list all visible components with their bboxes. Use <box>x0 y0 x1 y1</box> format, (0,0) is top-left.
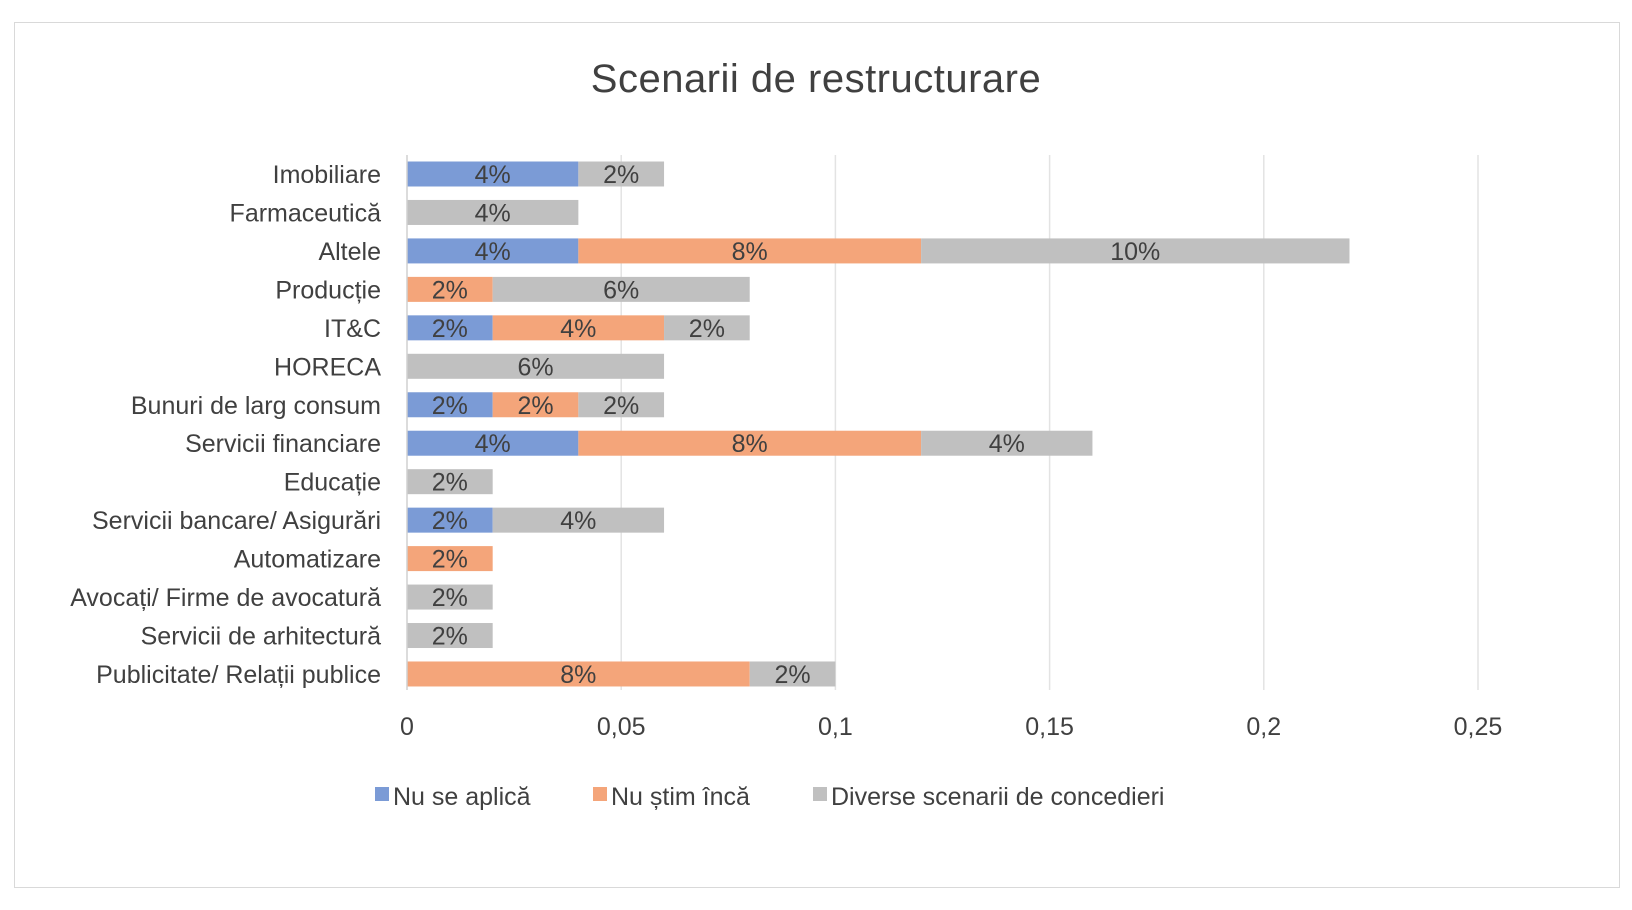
bar-segment <box>407 276 493 302</box>
bar-segment <box>407 199 579 225</box>
bar-segment <box>407 238 579 264</box>
data-label: 2% <box>432 276 468 304</box>
data-label: 6% <box>603 276 639 304</box>
data-label: 2% <box>774 661 810 689</box>
data-label: 2% <box>432 584 468 612</box>
bar-segment <box>492 276 750 302</box>
category-label: Avocați/ Firme de avocatură <box>70 584 381 612</box>
bar-segment <box>578 161 665 187</box>
data-label: 4% <box>560 507 596 535</box>
bar-segment <box>407 469 493 495</box>
x-tick-label: 0,2 <box>1246 713 1281 741</box>
x-tick-label: 0,1 <box>818 713 853 741</box>
category-label: Bunuri de larg consum <box>131 392 381 420</box>
data-label: 2% <box>689 315 725 343</box>
bar-segment <box>407 661 750 687</box>
data-label: 6% <box>517 353 553 381</box>
data-label: 2% <box>603 161 639 189</box>
legend-entry: Nu se aplică <box>393 783 531 811</box>
bar-segment <box>921 430 1093 456</box>
data-label: 2% <box>603 392 639 420</box>
bar-segment <box>578 430 922 456</box>
data-label: 2% <box>432 623 468 651</box>
data-label: 4% <box>475 430 511 458</box>
category-label: Producție <box>275 276 381 304</box>
data-label: 4% <box>475 199 511 227</box>
data-label: 4% <box>475 238 511 266</box>
data-label: 10% <box>1110 238 1160 266</box>
category-label: Servicii financiare <box>185 430 381 458</box>
x-tick-label: 0 <box>400 713 414 741</box>
bar-segment <box>407 353 665 379</box>
bar-segment <box>407 584 493 610</box>
bar-segment <box>492 507 665 533</box>
category-label: Altele <box>318 238 381 266</box>
legend-swatch <box>375 787 389 801</box>
bar-segment <box>578 238 922 264</box>
bar-segment <box>749 661 836 687</box>
bar-segment <box>492 315 665 341</box>
data-label: 2% <box>432 315 468 343</box>
category-label: Educație <box>284 469 381 497</box>
data-label: 2% <box>432 507 468 535</box>
x-tick-label: 0,15 <box>1025 713 1074 741</box>
category-label: HORECA <box>274 353 381 381</box>
data-label: 2% <box>432 469 468 497</box>
bar-segment <box>407 623 493 649</box>
legend-swatch <box>813 787 827 801</box>
axes: 0 0,05 0,1 0,15 0,2 0,25 Imobiliare Farmaceutic… <box>70 155 1502 741</box>
legend-entry: Nu știm încă <box>611 783 750 811</box>
bar-segment <box>921 238 1350 264</box>
bar-segment <box>407 507 493 533</box>
legend-entry: Diverse scenarii de concedieri <box>831 783 1164 811</box>
bars: 4% 2%4%4% 8% 10%2% 6%2% 4% 2%6%2% 2% 2%4% 8% 4%2%2… <box>407 161 1350 689</box>
bar-segment <box>492 392 579 418</box>
bar-segment <box>407 315 493 341</box>
data-label: 2% <box>517 392 553 420</box>
x-tick-label: 0,05 <box>597 713 646 741</box>
data-label: 8% <box>732 238 768 266</box>
data-label: 4% <box>475 161 511 189</box>
legend: Nu se aplică Nu știm încă Diverse scenarii… <box>375 783 1164 811</box>
data-label: 8% <box>732 430 768 458</box>
category-label: Imobiliare <box>273 161 381 189</box>
bar-segment <box>407 161 579 187</box>
data-label: 4% <box>989 430 1025 458</box>
data-label: 2% <box>432 392 468 420</box>
category-label: Publicitate/ Relații publice <box>96 661 381 689</box>
bar-segment <box>407 546 493 572</box>
data-label: 4% <box>560 315 596 343</box>
bar-segment <box>664 315 750 341</box>
chart-title: Scenarii de restructurare <box>590 57 1042 101</box>
category-label: IT&C <box>324 315 381 343</box>
category-label: Servicii de arhitectură <box>141 623 381 651</box>
category-label: Automatizare <box>234 546 381 574</box>
x-tick-label: 0,25 <box>1454 713 1503 741</box>
category-label: Farmaceutică <box>230 199 382 227</box>
bar-segment <box>407 392 493 418</box>
category-label: Servicii bancare/ Asigurări <box>92 507 381 535</box>
data-label: 8% <box>560 661 596 689</box>
bar-segment <box>578 392 665 418</box>
grid-lines <box>620 155 1479 690</box>
legend-swatch <box>593 787 607 801</box>
data-label: 2% <box>432 546 468 574</box>
bar-segment <box>407 430 579 456</box>
